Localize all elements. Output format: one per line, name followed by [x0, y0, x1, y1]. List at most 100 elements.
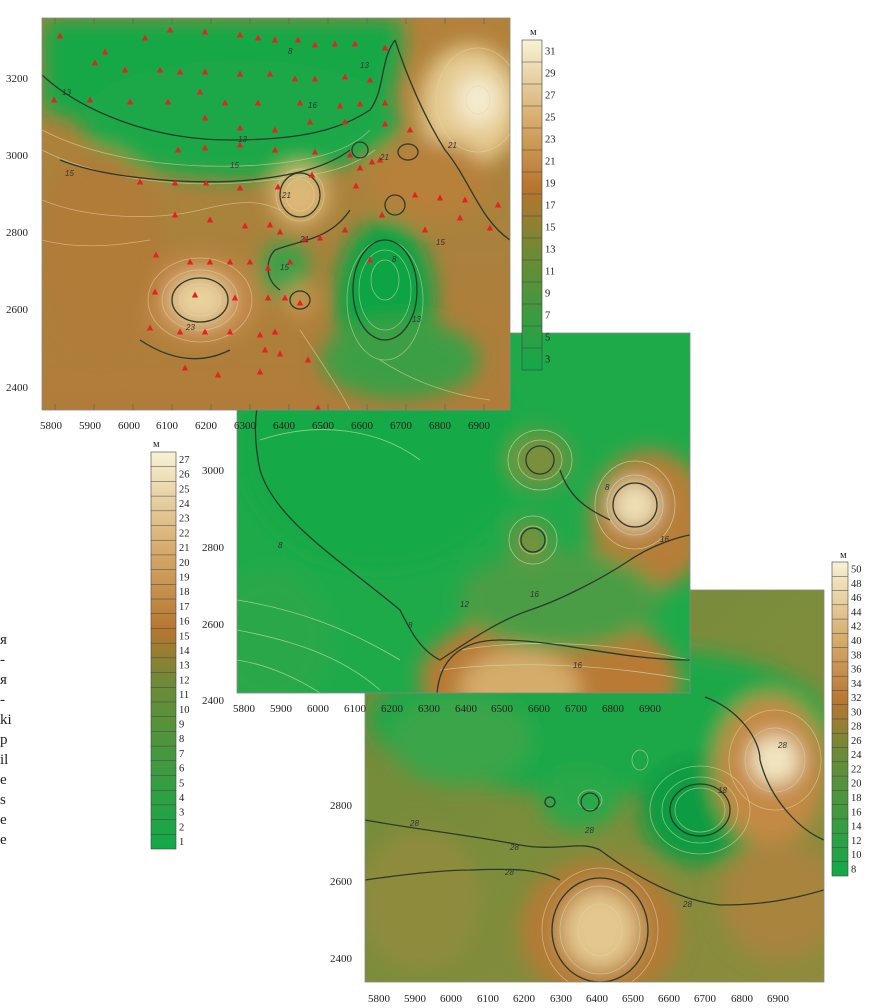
station-marker: [376, 156, 384, 163]
legend-tick: 3: [179, 808, 184, 819]
station-marker: [206, 216, 214, 223]
x-tick: 6500: [491, 703, 514, 715]
contour-label: 16: [530, 590, 539, 599]
x-tick: 6400: [586, 993, 609, 1005]
legend-tick: 16: [179, 617, 190, 628]
legend-tick: 12: [851, 836, 862, 847]
station-marker: [231, 294, 239, 301]
y-tick: 2600: [6, 304, 29, 316]
x-tick: 6200: [513, 993, 536, 1005]
contour-label: 13: [412, 315, 421, 324]
legend-tick: 24: [179, 499, 190, 510]
legend-tick: 25: [545, 113, 556, 124]
station-marker: [331, 40, 339, 47]
legend-tick: 34: [851, 679, 862, 690]
legend-unit: м: [153, 439, 160, 450]
x-tick: 5800: [40, 420, 63, 432]
legend-tick: 36: [851, 665, 862, 676]
station-marker: [226, 328, 234, 335]
station-marker: [86, 96, 94, 103]
top-contour-labels: 13 13 15 15 15 21 23 21 21 13 13 15 16 8…: [62, 47, 457, 332]
station-marker: [306, 118, 314, 125]
station-marker: [366, 76, 374, 83]
station-marker: [406, 126, 414, 133]
contour-label: 28: [584, 826, 594, 835]
contour-label: 8: [278, 541, 283, 550]
contour-label: 16: [573, 661, 582, 670]
legend-tick: 19: [179, 572, 190, 583]
station-marker: [186, 258, 194, 265]
x-tick: 6600: [658, 993, 681, 1005]
legend-tick: 1: [179, 837, 184, 848]
map-top: 13 13 15 15 15 21 23 21 21 13 13 15 16 8…: [6, 17, 556, 432]
station-marker: [236, 31, 244, 38]
station-marker: [271, 36, 279, 43]
contour-label: 8: [605, 483, 610, 492]
contour-label: 15: [280, 263, 289, 272]
legend-tick: 24: [851, 750, 862, 761]
x-tick: 6300: [234, 420, 257, 432]
contour-label: 8: [408, 621, 413, 630]
contour-label: 18: [718, 786, 727, 795]
top-x-axis: 5800 5900 6000 6100 6200 6300 6400 6500 …: [40, 420, 491, 432]
legend-tick: 44: [851, 607, 862, 618]
contour-label: 12: [460, 600, 469, 609]
station-marker: [296, 99, 304, 106]
legend-tick: 15: [179, 631, 190, 642]
side-text-line: il: [0, 752, 9, 768]
x-tick: 5900: [270, 703, 293, 715]
station-marker: [486, 224, 494, 231]
station-marker: [91, 59, 99, 66]
station-marker: [196, 88, 204, 95]
legend-tick: 20: [851, 779, 862, 790]
x-tick: 5800: [368, 993, 391, 1005]
station-marker: [294, 36, 302, 43]
legend-tick: 30: [851, 707, 862, 718]
top-y-axis: 3200 3000 2800 2600 2400: [6, 73, 29, 394]
station-marker: [201, 114, 209, 121]
legend-tick: 26: [851, 736, 862, 747]
station-marker: [151, 288, 159, 295]
station-marker: [311, 148, 319, 155]
station-marker: [351, 40, 359, 47]
station-marker: [271, 328, 279, 335]
x-tick: 6500: [622, 993, 645, 1005]
contour-label: 8: [392, 255, 397, 264]
contour-label: 13: [62, 88, 71, 97]
contour-label: 13: [238, 135, 247, 144]
station-marker: [246, 258, 254, 265]
station-marker: [191, 291, 199, 298]
station-marker: [346, 151, 354, 158]
legend-tick: 16: [851, 807, 862, 818]
legend-tick: 21: [545, 157, 556, 168]
x-tick: 6300: [550, 993, 573, 1005]
station-marker: [411, 191, 419, 198]
station-marker: [341, 226, 349, 233]
station-marker: [381, 44, 389, 51]
station-marker: [378, 211, 386, 218]
contour-label: 23: [185, 323, 195, 332]
legend-tick: 8: [179, 734, 184, 745]
legend-tick: 17: [545, 201, 556, 212]
legend-tick: 14: [179, 646, 190, 657]
station-marker: [264, 264, 272, 271]
x-tick: 6900: [468, 420, 491, 432]
side-text-line: s: [0, 792, 6, 808]
station-marker: [254, 99, 262, 106]
station-marker: [50, 96, 58, 103]
side-text-line: p: [0, 732, 8, 748]
y-tick: 3000: [202, 465, 225, 477]
station-marker: [356, 100, 364, 107]
contour-label: 28: [777, 741, 787, 750]
x-tick: 6700: [390, 420, 413, 432]
side-text-line: -: [0, 692, 5, 708]
legend-tick: 26: [179, 470, 190, 481]
y-tick: 2600: [330, 876, 353, 888]
station-marker: [256, 331, 264, 338]
station-marker: [201, 68, 209, 75]
station-markers: [50, 26, 502, 410]
side-text-line: я: [0, 672, 7, 688]
legend-tick: 17: [179, 602, 190, 613]
station-marker: [241, 222, 249, 229]
